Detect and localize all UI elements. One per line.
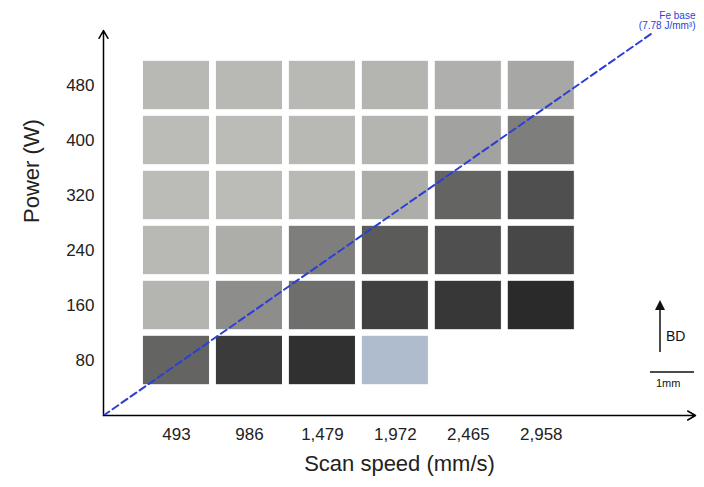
svg-text:1,479: 1,479	[301, 425, 344, 444]
svg-text:Power (W): Power (W)	[19, 119, 44, 223]
svg-text:240: 240	[66, 241, 94, 260]
html-text:1mm: 1mm	[656, 377, 681, 389]
html-text:BD: BD	[666, 328, 686, 344]
svg-text:160: 160	[66, 296, 94, 315]
svg-text:493: 493	[162, 425, 190, 444]
svg-text:480: 480	[66, 76, 94, 95]
svg-text:2,958: 2,958	[520, 425, 563, 444]
svg-text:80: 80	[76, 351, 95, 370]
svg-text:986: 986	[235, 425, 263, 444]
svg-text:Scan speed (mm/s): Scan speed (mm/s)	[304, 451, 495, 476]
svg-text:1,972: 1,972	[374, 425, 417, 444]
svg-text:Fe base(7.78 J/mm³): Fe base(7.78 J/mm³)	[639, 10, 696, 31]
svg-text:2,465: 2,465	[447, 425, 490, 444]
svg-text:320: 320	[66, 186, 94, 205]
svg-text:400: 400	[66, 131, 94, 150]
